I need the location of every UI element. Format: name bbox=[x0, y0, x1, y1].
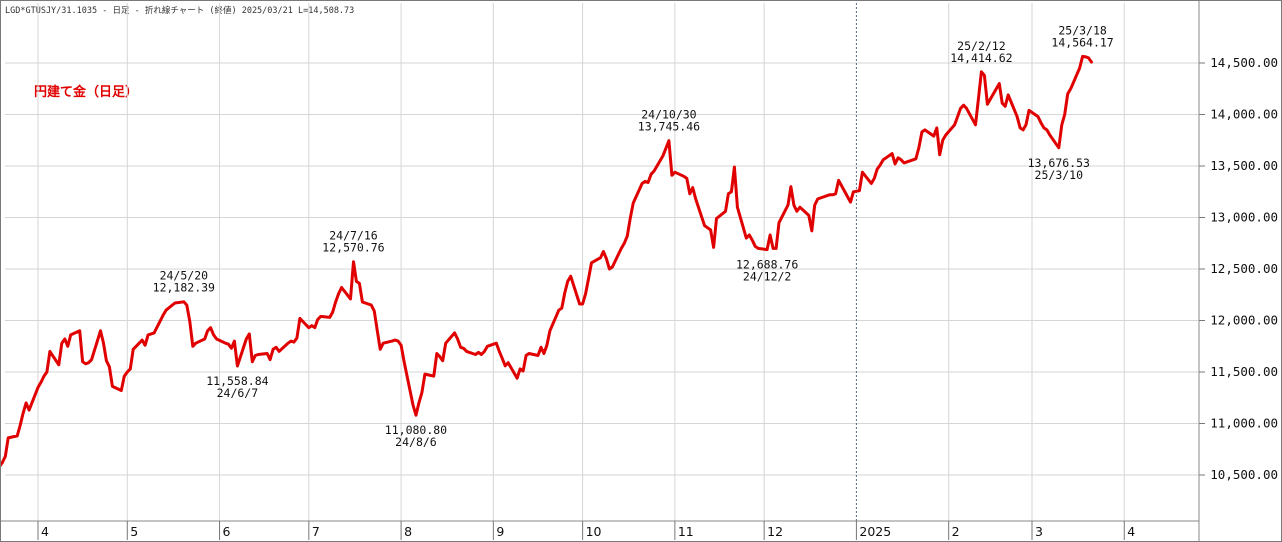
y-axis-ticks: 10,500.00 11,000.00 11,500.00 12,000.00 12,5… bbox=[1199, 55, 1278, 482]
y-tick-label: 11,000.00 bbox=[1210, 416, 1278, 431]
x-tick-label: 4 bbox=[1127, 524, 1135, 539]
y-tick-label: 10,500.00 bbox=[1210, 467, 1278, 482]
y-tick-label: 13,500.00 bbox=[1210, 158, 1278, 173]
annotation-value-label: 13,676.53 bbox=[1028, 156, 1090, 170]
annotation-date-label: 24/10/30 bbox=[641, 108, 696, 122]
annotation-date-label: 24/7/16 bbox=[329, 229, 378, 243]
chart-subtitle: 円建て金（日足） bbox=[34, 85, 139, 100]
x-tick-label: 4 bbox=[41, 524, 49, 539]
x-tick-label: 2025 bbox=[859, 524, 891, 539]
annotation-value-label: 12,570.76 bbox=[322, 241, 384, 255]
annotation-value-label: 14,564.17 bbox=[1051, 35, 1113, 49]
y-tick-label: 13,000.00 bbox=[1210, 210, 1278, 225]
annotation-date-label: 25/3/10 bbox=[1035, 168, 1084, 182]
x-tick-label: 11 bbox=[678, 524, 694, 539]
annotation-value-label: 12,182.39 bbox=[153, 281, 215, 295]
y-tick-label: 14,500.00 bbox=[1210, 55, 1278, 70]
x-tick-label: 7 bbox=[312, 524, 320, 539]
y-tick-label: 14,000.00 bbox=[1210, 107, 1278, 122]
series-group bbox=[1, 54, 1093, 468]
x-tick-label: 2 bbox=[952, 524, 960, 539]
x-tick-label: 3 bbox=[1035, 524, 1043, 539]
x-tick-label: 10 bbox=[586, 524, 602, 539]
annotation-value-label: 14,414.62 bbox=[950, 51, 1012, 65]
annotation-date-label: 24/6/7 bbox=[217, 386, 259, 400]
y-tick-label: 11,500.00 bbox=[1210, 364, 1278, 379]
grid-lines bbox=[5, 3, 1198, 521]
y-tick-label: 12,000.00 bbox=[1210, 313, 1278, 328]
annotation-date-label: 24/5/20 bbox=[160, 269, 209, 283]
annotation-date-label: 25/3/18 bbox=[1058, 23, 1107, 37]
x-tick-label: 12 bbox=[767, 524, 783, 539]
x-tick-label: 8 bbox=[404, 524, 412, 539]
annotation-group: 24/5/2012,182.3911,558.8424/6/724/7/1612… bbox=[153, 23, 1114, 449]
x-tick-label: 6 bbox=[223, 524, 231, 539]
x-axis-ticks: 4 5 6 7 8 9 10 11 12 2025 2 3 4 bbox=[37, 521, 1135, 540]
x-tick-label: 9 bbox=[496, 524, 504, 539]
annotation-value-label: 11,080.80 bbox=[385, 423, 447, 437]
annotation-date-label: 25/2/12 bbox=[957, 39, 1005, 53]
x-tick-label: 5 bbox=[130, 524, 138, 539]
annotation-date-label: 24/12/2 bbox=[743, 270, 791, 284]
annotation-value-label: 12,688.76 bbox=[736, 258, 798, 272]
y-tick-label: 12,500.00 bbox=[1210, 261, 1278, 276]
annotation-value-label: 13,745.46 bbox=[638, 120, 700, 134]
axes bbox=[1, 1, 1200, 541]
chart-header: LGD*GTUSJY/31.1035 - 日足 - 折れ線チャート (終値) 2… bbox=[5, 6, 355, 16]
annotation-date-label: 24/8/6 bbox=[395, 435, 437, 449]
series-line bbox=[1, 54, 1093, 468]
annotation-value-label: 11,558.84 bbox=[206, 374, 268, 388]
